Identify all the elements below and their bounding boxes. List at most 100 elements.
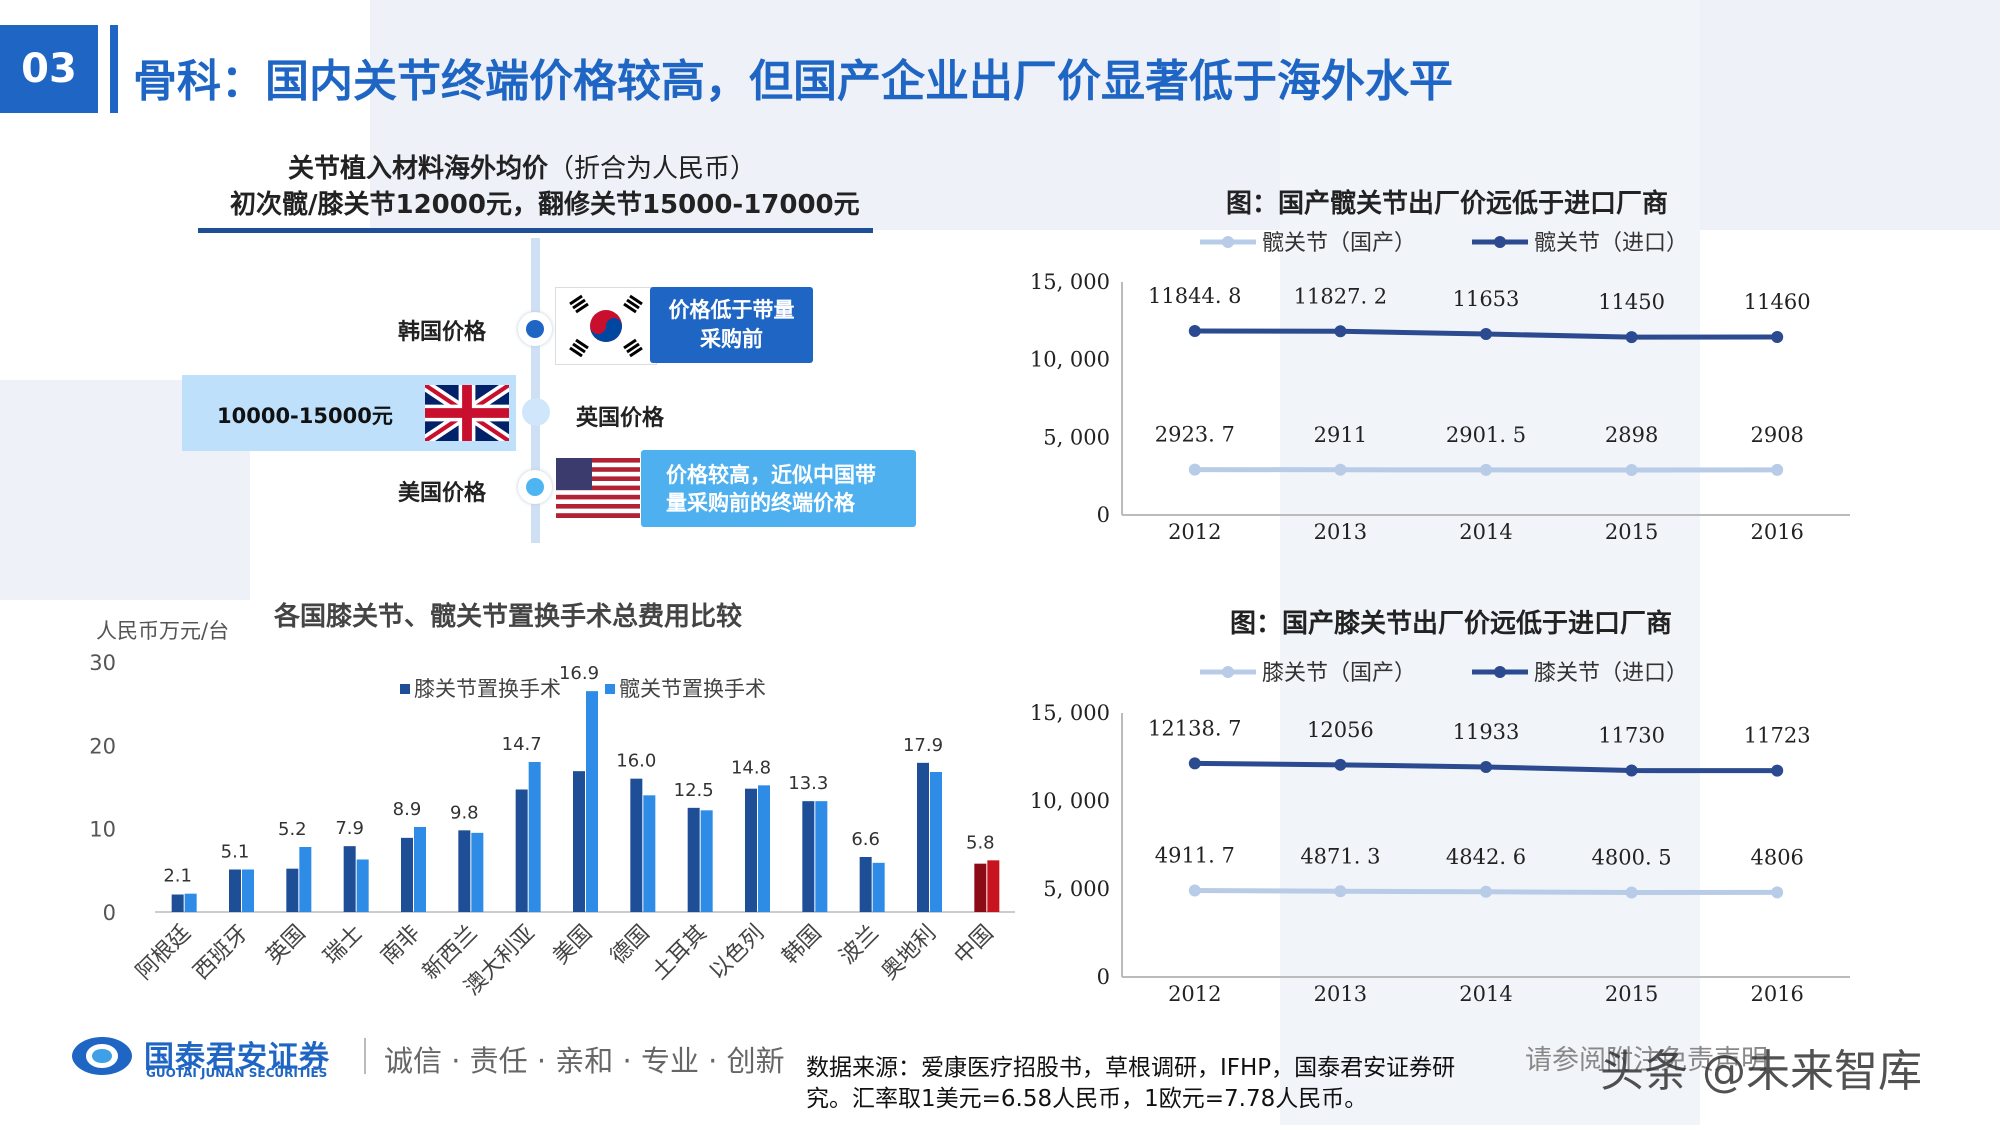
x-tick-label: 2016 xyxy=(1750,982,1803,1006)
bar-knee xyxy=(745,788,757,912)
x-tick-label: 土耳其 xyxy=(648,921,712,985)
series-point xyxy=(1188,884,1201,897)
point-data-label: 11460 xyxy=(1744,290,1811,314)
legend-label: 髋关节（国产） xyxy=(1262,231,1416,256)
footer-divider xyxy=(364,1038,366,1074)
point-data-label: 11827. 2 xyxy=(1294,284,1388,308)
x-tick-label: 以色列 xyxy=(705,921,769,985)
series-point xyxy=(1625,331,1638,344)
series-point xyxy=(1625,764,1638,777)
point-data-label: 4800. 5 xyxy=(1592,846,1672,870)
x-tick-label: 2014 xyxy=(1459,520,1512,544)
y-tick-label: 5, 000 xyxy=(1043,877,1110,901)
bar-hip xyxy=(356,859,369,912)
knee-line-chart: 0 5, 000 10, 000 15, 000 2012 2013 2014 2015 201… xyxy=(1030,661,1850,1006)
legend-marker xyxy=(1222,666,1234,678)
bar-knee xyxy=(171,894,184,912)
x-tick-label: 波兰 xyxy=(835,921,884,970)
x-tick-label: 2013 xyxy=(1314,982,1367,1006)
bar-hip xyxy=(700,810,713,912)
x-tick-label: 2015 xyxy=(1605,982,1658,1006)
company-slogan: 诚信 · 责任 · 亲和 · 专业 · 创新 xyxy=(384,1044,785,1078)
background-band xyxy=(370,0,2000,230)
us-price-label: 美国价格 xyxy=(398,481,487,506)
point-data-label: 2898 xyxy=(1605,423,1658,447)
timeline-dot-korea xyxy=(518,312,552,346)
y-tick-label: 0 xyxy=(1097,965,1110,989)
series-point xyxy=(1334,885,1347,898)
legend-marker xyxy=(1494,236,1506,248)
point-data-label: 11723 xyxy=(1744,724,1811,748)
bar-knee xyxy=(401,837,413,912)
y-tick-label: 10 xyxy=(89,818,116,842)
series-point xyxy=(1480,463,1492,476)
legend-label: 膝关节（进口） xyxy=(1534,661,1688,686)
series-point xyxy=(1625,463,1638,476)
series-point xyxy=(1334,758,1347,771)
series-point xyxy=(1480,327,1492,340)
overseas-title: 关节植入材料海外均价（折合为人民币） xyxy=(288,148,756,185)
korea-note-text: 价格低于带量采购前 xyxy=(668,298,795,351)
overseas-title-note: （折合为人民币） xyxy=(548,154,757,184)
overseas-underline xyxy=(198,228,873,233)
bar-knee xyxy=(859,857,872,912)
hip-line-chart: 0 5, 000 10, 000 15, 000 2012 2013 2014 2015 201… xyxy=(1030,231,1850,544)
bar-hip xyxy=(758,785,770,912)
korea-price-label: 韩国价格 xyxy=(398,320,487,345)
point-data-label: 2901. 5 xyxy=(1446,423,1526,447)
point-data-label: 11730 xyxy=(1598,724,1665,748)
series-point xyxy=(1188,757,1201,770)
point-data-label: 2908 xyxy=(1750,423,1803,447)
series-point xyxy=(1771,463,1784,476)
bar-knee xyxy=(286,868,299,912)
series-point xyxy=(1771,886,1784,899)
bar-hip xyxy=(528,762,541,912)
legend-swatch xyxy=(605,684,615,694)
y-tick-label: 30 xyxy=(89,651,116,675)
x-tick-label: 美国 xyxy=(548,921,597,970)
x-tick-label: 德国 xyxy=(606,921,655,970)
legend-label: 髋关节（进口） xyxy=(1534,231,1688,256)
bar-hip xyxy=(299,847,312,912)
bar-hip xyxy=(815,801,828,912)
x-tick-label: 2012 xyxy=(1168,982,1221,1006)
legend-label: 膝关节置换手术 xyxy=(414,677,561,701)
disclaimer-text: 请参阅附注免责声明 xyxy=(1525,1045,1768,1076)
y-tick-label: 20 xyxy=(89,734,116,758)
series-point xyxy=(1480,885,1492,898)
x-tick-label: 英国 xyxy=(262,921,311,970)
bar-data-label: 14.7 xyxy=(502,734,542,755)
point-data-label: 11933 xyxy=(1453,720,1520,744)
hip-chart-title: 图：国产髋关节出厂价远低于进口厂商 xyxy=(1226,189,1669,219)
point-data-label: 4806 xyxy=(1750,845,1803,869)
bar-data-label: 5.2 xyxy=(278,819,307,840)
bar-chart-y-axis-label: 人民币万元/台 xyxy=(96,619,230,643)
bar-hip xyxy=(586,691,598,912)
series-point xyxy=(1334,325,1347,338)
x-tick-label: 瑞士 xyxy=(319,921,368,970)
x-tick-label: 阿根廷 xyxy=(132,921,196,985)
y-tick-label: 0 xyxy=(1097,503,1110,527)
bar-data-label: 2.1 xyxy=(163,866,192,887)
knee-chart-title: 图：国产膝关节出厂价远低于进口厂商 xyxy=(1230,609,1673,639)
bar-data-label: 5.8 xyxy=(966,832,995,853)
bar-hip xyxy=(930,772,942,912)
company-logo xyxy=(70,1035,134,1077)
x-tick-label: 奥地利 xyxy=(877,921,941,985)
point-data-label: 11450 xyxy=(1598,290,1665,314)
point-data-label: 2923. 7 xyxy=(1155,423,1235,447)
x-tick-label: 2013 xyxy=(1314,520,1367,544)
bar-knee xyxy=(573,771,585,912)
company-name-en: GUOTAI JUNAN SECURITIES xyxy=(146,1066,328,1080)
bar-knee xyxy=(229,869,241,912)
bar-data-label: 16.0 xyxy=(616,751,656,772)
series-point xyxy=(1334,463,1347,476)
data-source-line-1: 数据来源：爱康医疗招股书，草根调研，IFHP，国泰君安证券研 xyxy=(806,1055,1456,1081)
point-data-label: 12056 xyxy=(1307,718,1374,742)
x-tick-label: 南非 xyxy=(376,921,425,970)
bar-data-label: 7.9 xyxy=(335,818,364,839)
section-number-badge: 03 xyxy=(0,25,98,113)
bar-hip xyxy=(643,795,656,912)
bar-knee xyxy=(802,801,815,912)
page-title: 骨科：国内关节终端价格较高，但国产企业出厂价显著低于海外水平 xyxy=(133,56,1453,107)
